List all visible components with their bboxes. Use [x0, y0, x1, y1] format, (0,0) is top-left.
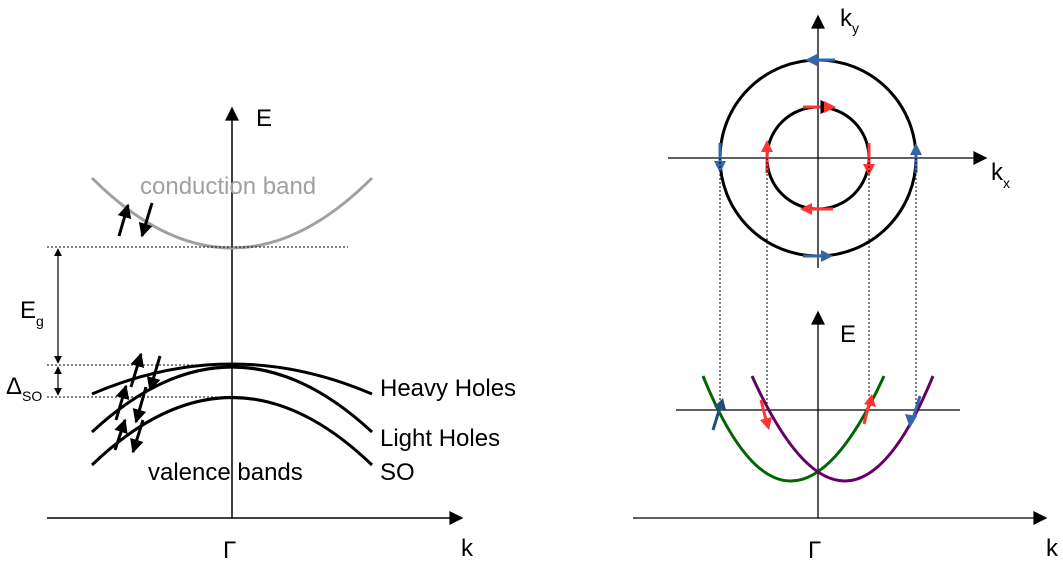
- left-gamma-label: Γ: [223, 537, 236, 563]
- spin-down-arrow-light: [132, 386, 148, 424]
- ky-subscript: y: [852, 20, 859, 36]
- conduction-band-label: conduction band: [140, 173, 316, 200]
- outer-spin-head-bottom: [821, 250, 833, 262]
- left-momentum-label: k: [461, 535, 474, 562]
- kx-symbol: k: [991, 159, 1004, 186]
- split-off-symbol: Δ: [6, 373, 22, 400]
- kx-subscript: x: [1003, 175, 1010, 191]
- right-energy-label: E: [840, 321, 856, 348]
- spin-up-arrow-light: [114, 384, 130, 421]
- right-gamma-label: Γ: [808, 537, 821, 563]
- kx-axis-label: kx: [991, 159, 1010, 191]
- split-off-curve: [90, 396, 374, 467]
- spin-down-arrow-conduction: [138, 202, 154, 238]
- outer-spin-head-right: [910, 143, 922, 155]
- heavy-holes-label: Heavy Holes: [380, 375, 516, 402]
- right-spin-panel: ky kx E Γ k: [633, 5, 1059, 564]
- light-holes-curve: [90, 365, 374, 434]
- purple-spin-branch: [750, 375, 935, 483]
- spin-up-arrow-so: [113, 418, 128, 451]
- branch-spin-head-outer-right: [905, 414, 917, 428]
- inner-spin-head-top: [824, 101, 836, 113]
- band-gap-label: Eg: [20, 297, 44, 329]
- split-off-energy-label: ΔSO: [6, 373, 42, 404]
- valence-bands-label: valence bands: [148, 459, 303, 486]
- heavy-holes-curve: [91, 362, 373, 396]
- left-energy-label: E: [256, 105, 272, 132]
- split-off-subscript: SO: [22, 388, 42, 404]
- spin-down-arrow-heavy: [146, 355, 162, 392]
- spin-up-arrow-conduction: [117, 203, 132, 237]
- light-holes-label: Light Holes: [380, 425, 500, 452]
- branch-spin-head-inner-right: [864, 394, 876, 407]
- left-band-panel: E k Γ conduction band Eg ΔSO Heavy Holes…: [6, 105, 516, 564]
- green-spin-branch: [701, 375, 886, 483]
- branch-spin-head-inner-left: [760, 417, 772, 430]
- spin-down-arrow-so: [130, 419, 145, 454]
- band-gap-symbol: E: [20, 297, 36, 324]
- inner-spin-head-left: [761, 140, 773, 152]
- spin-up-arrow-heavy: [129, 352, 145, 388]
- ky-axis-label: ky: [840, 5, 859, 36]
- inner-spin-head-bottom: [800, 203, 812, 215]
- split-off-band-label: SO: [380, 459, 415, 486]
- branch-spin-head-outer-left: [714, 398, 726, 410]
- right-momentum-label: k: [1046, 535, 1059, 562]
- band-gap-subscript: g: [36, 313, 44, 329]
- ky-symbol: k: [840, 5, 853, 32]
- outer-spin-head-top: [805, 54, 817, 66]
